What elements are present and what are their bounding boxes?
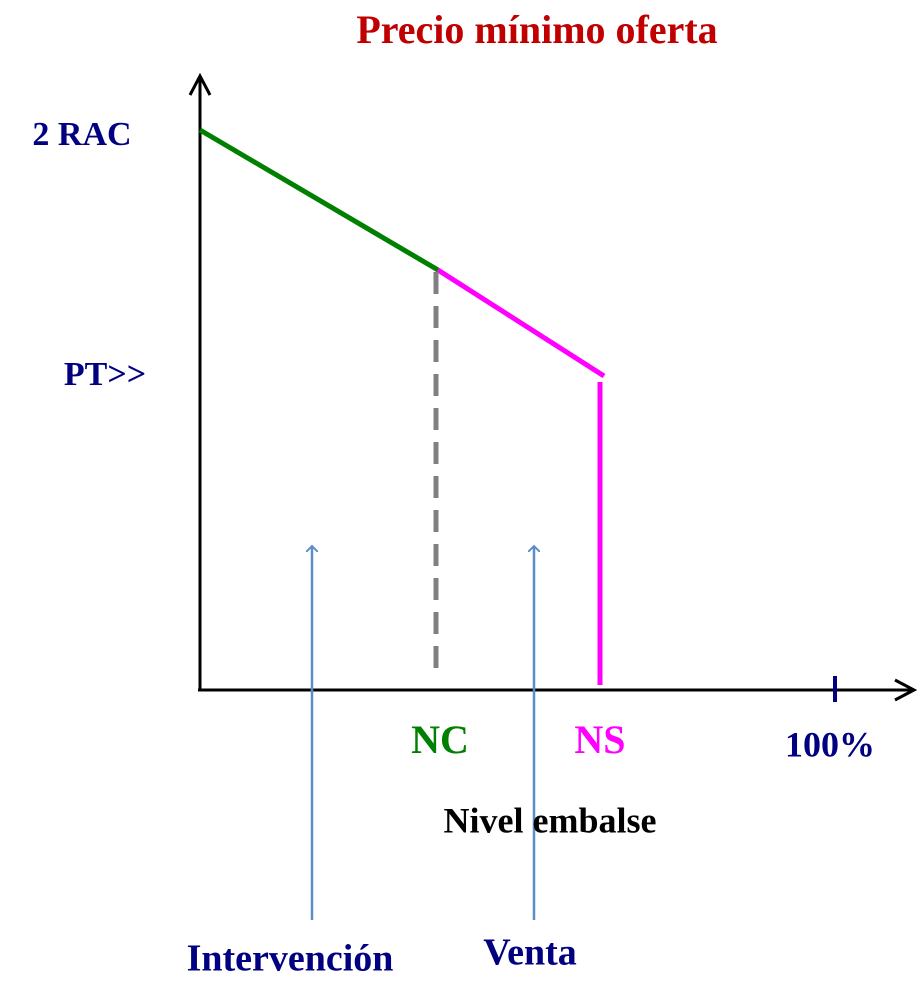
title: Precio mínimo oferta bbox=[356, 7, 717, 52]
x-label: 100% bbox=[785, 724, 875, 764]
x-label: NC bbox=[411, 717, 469, 762]
x-axis-arrow bbox=[894, 678, 918, 702]
y-axis-arrow bbox=[188, 72, 212, 96]
region-label: Intervención bbox=[187, 938, 394, 980]
magenta-segment bbox=[436, 267, 606, 379]
x-axis-label: Nivel embalse bbox=[444, 800, 657, 840]
green-segment bbox=[198, 127, 440, 273]
y-label: PT>> bbox=[64, 356, 146, 393]
x-label: NS bbox=[574, 717, 625, 762]
region-label: Venta bbox=[483, 932, 577, 974]
y-label: 2 RAC bbox=[32, 116, 131, 153]
